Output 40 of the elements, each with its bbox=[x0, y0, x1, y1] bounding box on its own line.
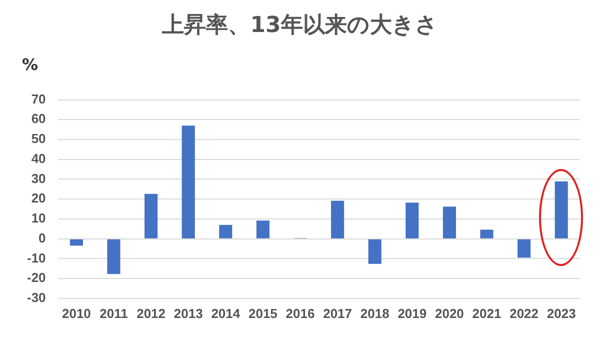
bar bbox=[368, 239, 382, 264]
bar bbox=[331, 200, 344, 238]
bar bbox=[219, 224, 232, 238]
x-tick-label: 2023 bbox=[546, 306, 576, 321]
y-tick-label: 10 bbox=[31, 210, 46, 226]
x-tick-label: 2013 bbox=[174, 306, 203, 321]
bar bbox=[182, 126, 195, 238]
bar bbox=[70, 239, 83, 246]
y-tick-label: 30 bbox=[31, 170, 46, 186]
x-tick-label: 2014 bbox=[211, 306, 241, 321]
x-tick-label: 2015 bbox=[248, 306, 278, 321]
bar bbox=[480, 230, 494, 238]
x-tick-label: 2011 bbox=[100, 306, 128, 321]
bar bbox=[144, 194, 158, 238]
y-tick-label: 0 bbox=[38, 230, 46, 246]
x-tick-label: 2017 bbox=[323, 306, 352, 321]
x-tick-label: 2016 bbox=[286, 306, 315, 321]
x-tick-label: 2022 bbox=[510, 306, 539, 321]
y-tick-label: 60 bbox=[31, 111, 46, 126]
bar bbox=[107, 239, 120, 274]
y-tick-label: 70 bbox=[31, 91, 46, 106]
y-tick-label: -20 bbox=[26, 270, 46, 286]
x-tick-label: 2010 bbox=[62, 306, 91, 321]
y-tick-label: -30 bbox=[26, 290, 46, 305]
x-tick-label: 2018 bbox=[360, 306, 390, 321]
x-tick-label: 2019 bbox=[398, 306, 427, 321]
x-tick-label: 2012 bbox=[136, 306, 166, 321]
x-tick-label: 2021 bbox=[472, 306, 502, 321]
x-tick-label: 2020 bbox=[434, 306, 464, 321]
bar bbox=[406, 202, 419, 238]
y-axis-title: % bbox=[22, 55, 38, 74]
y-tick-label: 40 bbox=[31, 150, 46, 166]
chart-title: 上昇率、13年以来の大きさ bbox=[161, 12, 439, 40]
y-tick-label: 20 bbox=[31, 190, 46, 206]
bar bbox=[442, 206, 456, 238]
bar bbox=[518, 239, 531, 258]
y-tick-label: -10 bbox=[26, 250, 46, 266]
y-tick-label: 50 bbox=[31, 131, 46, 146]
bar bbox=[256, 220, 270, 238]
bar bbox=[554, 181, 568, 238]
